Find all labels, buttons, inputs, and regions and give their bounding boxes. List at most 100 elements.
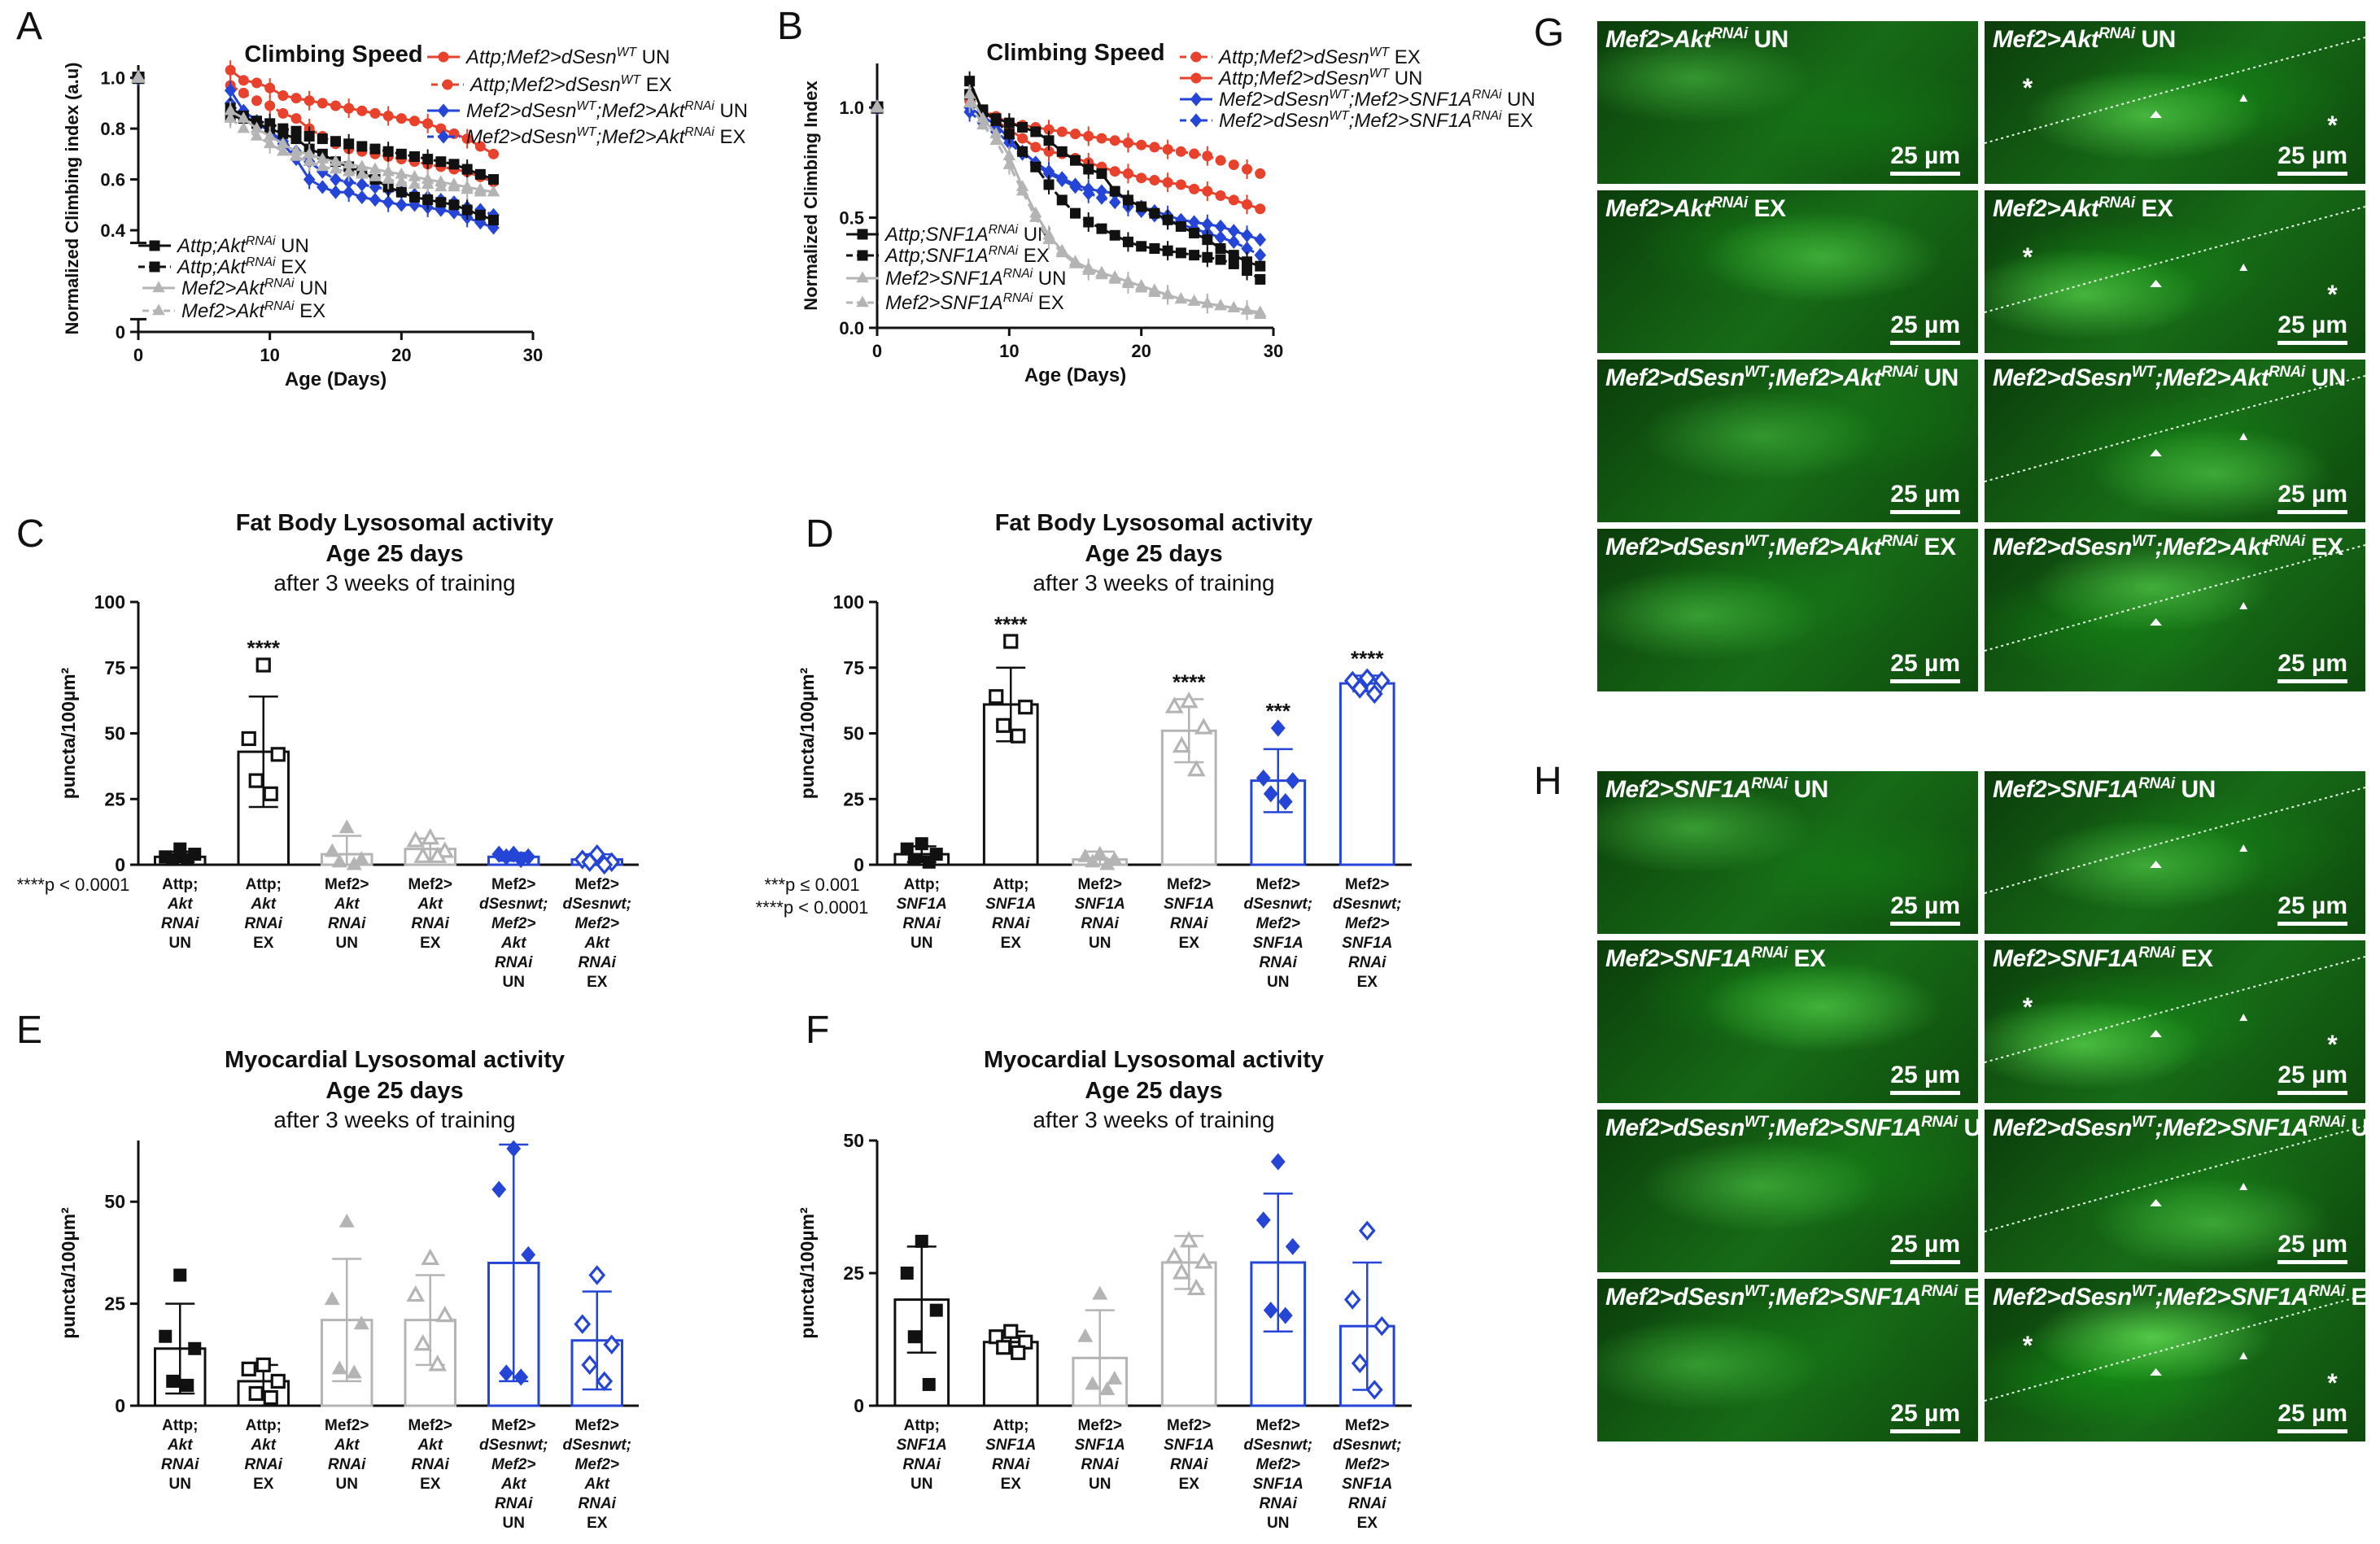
data-point [1107, 1371, 1123, 1385]
category-label: Akt [417, 1437, 443, 1454]
legend-marker [856, 271, 869, 283]
legend-label: Attp;Mef2>dSesnWT EX [469, 73, 672, 96]
significance-label: **** [247, 636, 281, 661]
puncta-arrowhead [2150, 1368, 2162, 1376]
bar-group-5: **** Mef2> dSesnwt; Mef2> SNF1A RNAi EX [1333, 646, 1401, 991]
legend-superscript: WT [1369, 67, 1391, 81]
bar-group-1: Attp; Akt RNAi EX [237, 1357, 290, 1493]
label-part: Mef2>dSesn [1993, 1114, 2132, 1141]
label-superscript: RNAi [2269, 533, 2305, 550]
chart-subtitle: Age 25 days [325, 541, 463, 567]
category-label: SNF1A [1075, 1437, 1125, 1454]
chart-title: Myocardial Lysosomal activity [984, 1047, 1324, 1073]
scale-bar-line [2277, 679, 2347, 683]
category-label: RNAi [1170, 1456, 1208, 1473]
category-label: Akt [167, 896, 193, 913]
data-point [574, 1314, 592, 1334]
category-label: Attp; [246, 876, 282, 893]
legend-suffix: UN [714, 100, 748, 122]
chart-title: Fat Body Lysosomal activity [995, 510, 1313, 536]
panel-letter-b: B [777, 5, 803, 48]
label-part: EX [1787, 945, 1827, 972]
legend-superscript: RNAi [264, 277, 295, 290]
y-tick-label: 0 [115, 1395, 125, 1416]
data-point [369, 107, 381, 119]
scale-bar-line [2277, 172, 2347, 176]
data-point [409, 150, 420, 162]
data-point [596, 1371, 614, 1392]
category-label: Akt [167, 1437, 193, 1454]
category-label: Attp; [993, 1417, 1028, 1434]
asterisk-annotation: * [2022, 992, 2033, 1022]
start-point [131, 69, 146, 83]
data-point [1373, 670, 1391, 691]
legend-marker [152, 303, 165, 316]
data-point [224, 111, 237, 123]
category-label: UN [336, 935, 358, 952]
y-tick-label: 50 [104, 723, 125, 744]
data-point [263, 137, 277, 149]
micrograph-g-r4-c1: Mef2>dSesnWT;Mef2>AktRNAi EX 25 µm [1597, 529, 1978, 691]
data-point [1215, 243, 1226, 254]
category-label: Attp; [162, 1417, 198, 1434]
label-superscript: WT [1744, 1114, 1768, 1131]
data-point [241, 731, 256, 747]
asterisk-annotation: * [2022, 73, 2033, 102]
significance-label: **** [1173, 670, 1206, 695]
series-5: Attp;AktRNAi EX [132, 72, 499, 278]
label-part: EX [2304, 534, 2343, 560]
category-label: Mef2> [575, 1417, 619, 1434]
label-superscript: WT [1744, 1283, 1768, 1300]
data-point [395, 148, 407, 159]
micrograph-overlay [1985, 37, 2365, 144]
data-point [263, 786, 278, 801]
data-point [964, 76, 976, 87]
category-label: EX [1357, 1515, 1378, 1532]
data-point [324, 1291, 340, 1306]
puncta-arrowhead [2150, 618, 2162, 626]
legend-suffix: EX [714, 126, 746, 148]
data-point [581, 1354, 599, 1376]
data-point [251, 77, 262, 89]
category-label: Akt [250, 896, 276, 913]
data-point [241, 1361, 256, 1376]
data-point [1242, 198, 1253, 210]
data-point [1175, 179, 1186, 190]
scale-bar: 25 µm [2277, 312, 2347, 345]
label-part: EX [1747, 195, 1787, 222]
data-point [1194, 717, 1213, 735]
data-point [409, 116, 420, 127]
category-label: Mef2> [1256, 1417, 1300, 1434]
data-point [1070, 129, 1081, 140]
legend-text: Attp;SNF1A [884, 224, 989, 246]
data-point [1002, 158, 1016, 169]
legend-superscript: RNAi [989, 244, 1019, 258]
puncta-arrowhead [2150, 449, 2162, 456]
category-label: SNF1A [1342, 935, 1392, 952]
data-point [1107, 851, 1123, 866]
category-label: UN [1089, 1476, 1111, 1493]
label-part: ;Mef2>Akt [1767, 364, 1882, 391]
scale-bar-line [2277, 341, 2347, 345]
asterisk-annotation: * [2327, 1030, 2338, 1059]
data-point [166, 1374, 180, 1388]
bar-group-1: **** Attp; Akt RNAi EX [237, 636, 290, 952]
category-label: EX [1001, 935, 1022, 952]
label-part: Mef2>dSesn [1605, 1114, 1745, 1141]
micrograph-label: Mef2>dSesnWT;Mef2>AktRNAi UN [1605, 364, 1959, 392]
data-point [428, 846, 448, 863]
y-tick-label: 100 [833, 591, 864, 613]
category-label: dSesnwt; [563, 896, 631, 913]
category-label: dSesnwt; [1333, 1437, 1401, 1454]
category-label: RNAi [1260, 954, 1298, 971]
data-point [1077, 848, 1094, 862]
data-point [1134, 281, 1148, 293]
data-point [1109, 166, 1120, 177]
label-part: Mef2>dSesn [1605, 534, 1745, 560]
data-point [1242, 164, 1253, 175]
data-point [421, 828, 440, 845]
y-tick-label: 0 [854, 854, 864, 875]
legend-superscript: WT [1369, 46, 1391, 59]
legend-suffix: EX [1018, 245, 1050, 267]
label-part: UN [1747, 26, 1789, 53]
